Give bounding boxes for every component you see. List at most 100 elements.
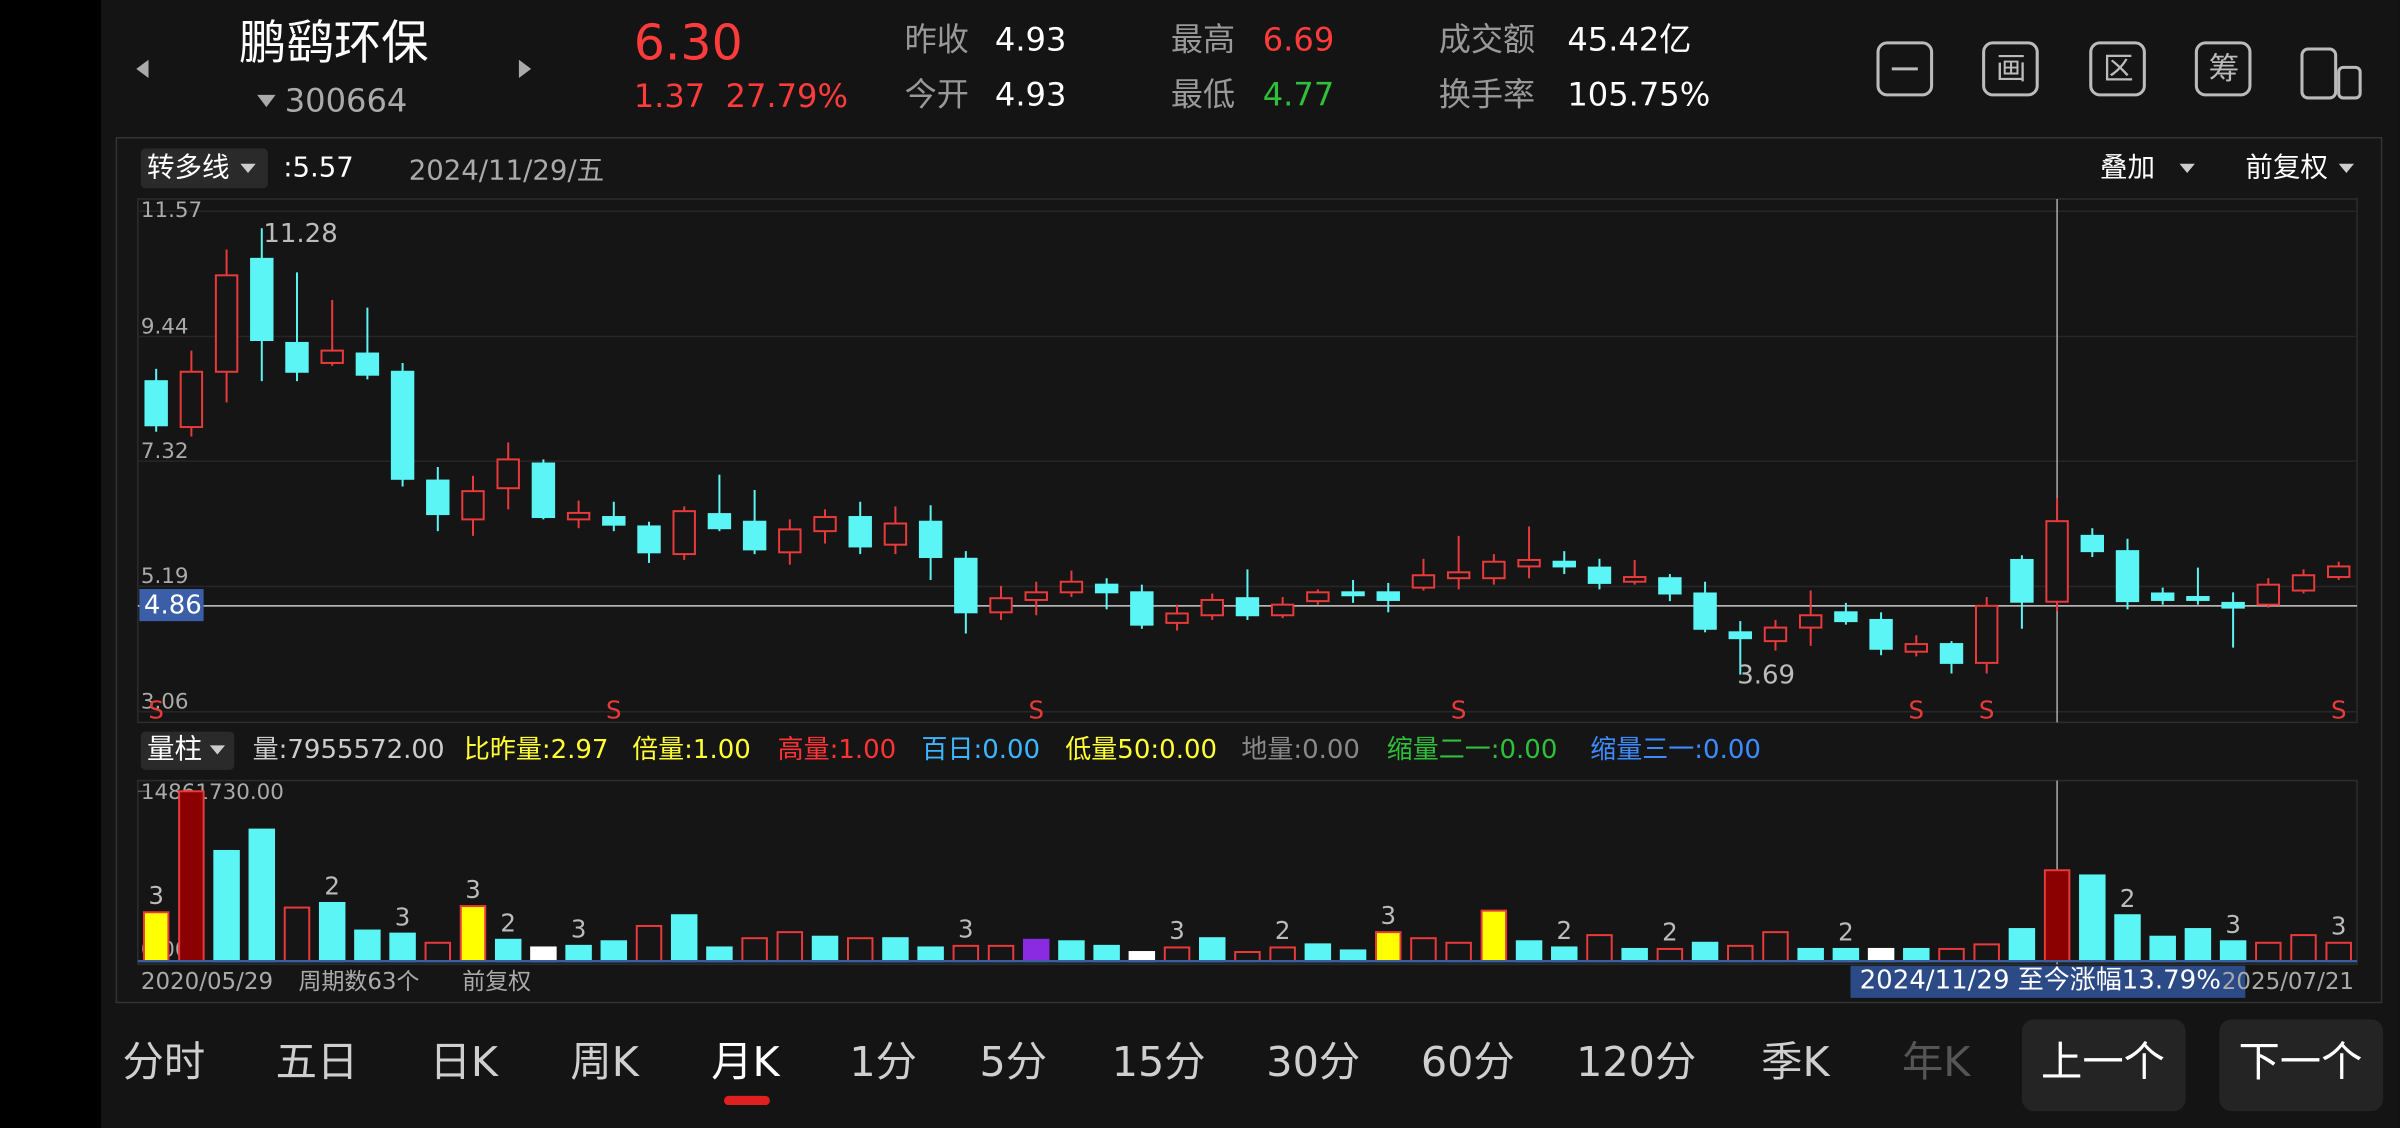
dropdown-arrow xyxy=(209,745,226,755)
volume-bar xyxy=(1691,941,1719,963)
volume-bar xyxy=(1339,949,1367,963)
period-tab[interactable]: 1分 xyxy=(849,1038,917,1086)
volume-bar xyxy=(565,944,592,963)
tool-icon[interactable] xyxy=(2194,41,2252,97)
volume-bar xyxy=(600,940,628,963)
candle-body xyxy=(1270,603,1295,617)
signal-marker: S xyxy=(1909,696,1925,725)
adjust-button[interactable]: 前复权 xyxy=(2245,151,2328,183)
period-tab[interactable]: 120分 xyxy=(1576,1038,1696,1086)
volume-marker: 3 xyxy=(2331,911,2347,940)
volume-bar xyxy=(952,944,980,963)
volume-marker: 2 xyxy=(2120,884,2136,913)
nav-button[interactable] xyxy=(2219,1019,2384,1112)
volume-bar xyxy=(1375,931,1402,963)
volume-bar xyxy=(1797,947,1824,963)
change: 1.37 xyxy=(634,77,706,115)
candle-body xyxy=(1306,591,1330,603)
volume-bar xyxy=(1410,937,1437,963)
tool-icon-label: 区 xyxy=(2103,52,2134,87)
candle-body xyxy=(2045,520,2069,603)
volume-bar xyxy=(1199,937,1226,963)
volume-bar xyxy=(1093,944,1120,963)
tool-icon[interactable] xyxy=(1876,41,1934,97)
volume-bar xyxy=(1058,940,1085,963)
candle-body xyxy=(2327,565,2351,579)
indicator-selector[interactable] xyxy=(140,148,268,189)
indicator-name: 转多线 xyxy=(147,151,230,183)
stat-value: 45.42亿 xyxy=(1567,20,1691,58)
volume-bar xyxy=(2114,914,2141,963)
volume-bar xyxy=(882,937,909,963)
candle-body xyxy=(742,520,767,551)
tool-icon[interactable] xyxy=(1982,41,2039,97)
nav-button[interactable] xyxy=(2021,1019,2186,1112)
candle-body xyxy=(1798,614,1823,629)
volume-bar xyxy=(917,946,944,963)
period-tab[interactable]: 5分 xyxy=(979,1038,1047,1086)
volume-marker: 3 xyxy=(2225,910,2241,939)
period-tab[interactable]: 日K xyxy=(430,1038,499,1086)
candle-body xyxy=(1165,612,1189,624)
volume-bar xyxy=(1727,944,1754,963)
volume-bar xyxy=(318,901,346,963)
volume-bar xyxy=(635,924,663,963)
stat-label: 成交额 xyxy=(1439,20,1535,58)
code-dropdown[interactable] xyxy=(257,94,276,108)
candle-body xyxy=(1341,591,1365,597)
volume-bar xyxy=(2290,934,2317,963)
candle-body xyxy=(1235,597,1260,617)
candle-body xyxy=(1693,592,1717,630)
cursor-price-label: 4.86 xyxy=(144,590,202,620)
candle-body xyxy=(1411,574,1436,589)
y-tick-label: 3.06 xyxy=(141,690,189,715)
volume-bar xyxy=(741,937,768,963)
volume-bar xyxy=(1762,931,1789,963)
period-tab[interactable]: 15分 xyxy=(1112,1038,1206,1086)
candle-body xyxy=(1446,571,1471,580)
overlay-button[interactable]: 叠加 xyxy=(2100,151,2155,183)
period-tab[interactable]: 周K xyxy=(570,1038,639,1086)
volume-bar xyxy=(1304,943,1332,963)
volume-bar xyxy=(2255,941,2282,963)
candle-body xyxy=(390,370,415,480)
candle-body xyxy=(1763,626,1788,643)
stat-label: 最高 xyxy=(1171,20,1235,58)
volume-marker: 2 xyxy=(1838,918,1854,947)
period-tab[interactable]: 分时 xyxy=(123,1038,206,1086)
candle-body xyxy=(531,462,556,519)
period-tab[interactable]: 60分 xyxy=(1421,1038,1515,1086)
indicator-value: 7955572.00 xyxy=(287,734,444,764)
price: 6.30 xyxy=(634,14,743,71)
candle-body xyxy=(1658,577,1682,595)
volume-indicator: 倍量:1.00 xyxy=(632,734,751,764)
indicator-value: 0.00 xyxy=(982,734,1040,764)
period-tab[interactable]: 30分 xyxy=(1266,1038,1360,1086)
device-icon[interactable] xyxy=(2300,47,2338,100)
volume-selector-label: 量柱 xyxy=(147,733,202,765)
period-tab[interactable]: 年K xyxy=(1902,1038,1971,1086)
volume-bar xyxy=(1621,947,1648,963)
period-tab[interactable]: 五日 xyxy=(276,1038,359,1086)
stat-label: 换手率 xyxy=(1439,75,1535,113)
next-stock-arrow[interactable] xyxy=(518,59,532,79)
volume-selector[interactable] xyxy=(140,731,235,770)
candle-body xyxy=(2080,534,2105,553)
tool-icon[interactable] xyxy=(2089,41,2146,97)
volume-bar xyxy=(1128,951,1156,963)
volume-indicator: 高量:1.00 xyxy=(778,734,897,764)
signal-marker: S xyxy=(1979,696,1995,725)
nav-button-label: 下一个 xyxy=(2238,1038,2362,1086)
cursor-date: 2024/11/29/五 xyxy=(409,154,604,186)
volume-bar xyxy=(1656,947,1684,963)
period-tab[interactable]: 季K xyxy=(1761,1038,1830,1086)
period-tab[interactable]: 月K xyxy=(711,1038,780,1086)
volume-bar xyxy=(1480,909,1508,963)
signal-marker: S xyxy=(148,696,164,725)
prev-stock-arrow[interactable] xyxy=(136,59,149,79)
volume-bar xyxy=(2079,874,2106,963)
candle-body xyxy=(1587,566,1612,584)
candle-body xyxy=(496,458,520,490)
indicator-value: :5.57 xyxy=(283,151,354,183)
candle-body xyxy=(1622,576,1647,583)
